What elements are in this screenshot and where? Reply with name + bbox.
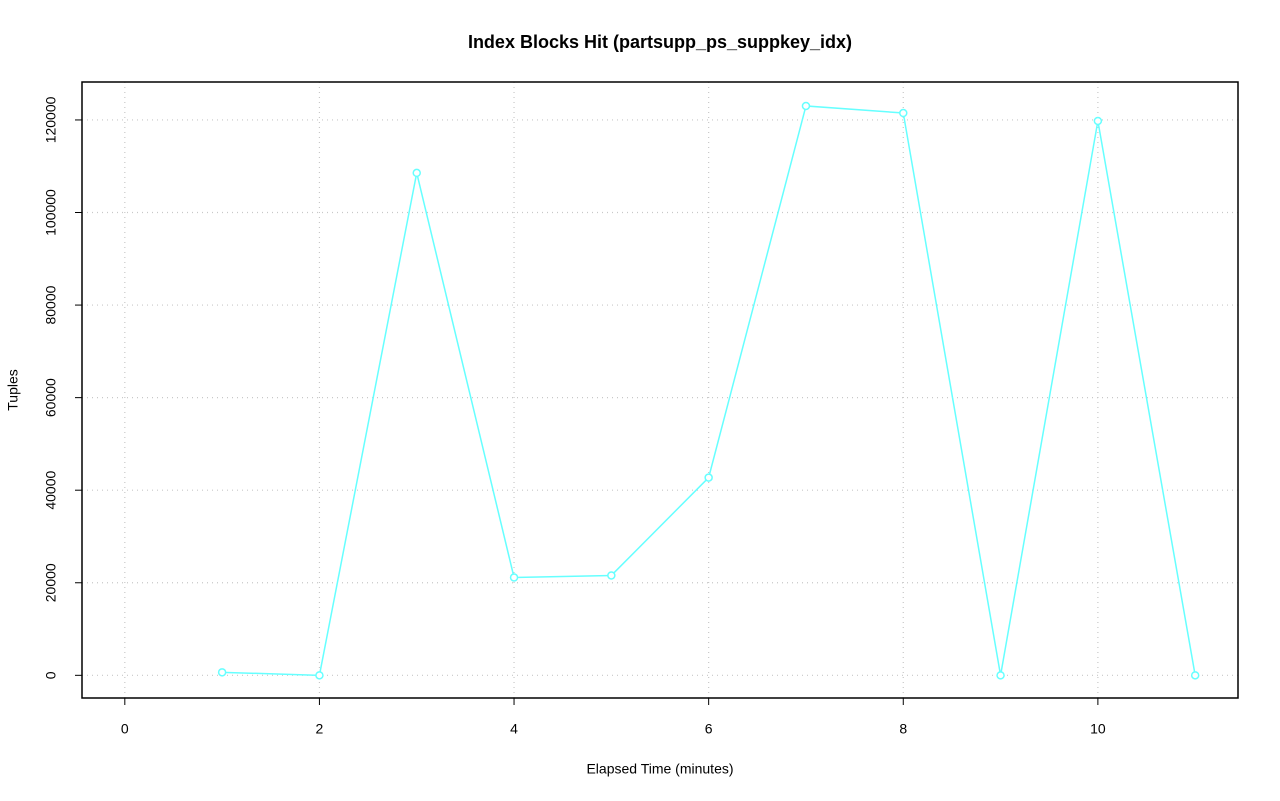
chart-title: Index Blocks Hit (partsupp_ps_suppkey_id… [468, 32, 852, 52]
data-line [222, 105, 1196, 677]
data-point [704, 473, 713, 482]
y-tick-label: 80000 [43, 285, 59, 324]
y-axis-label: Tuples [5, 369, 21, 411]
data-point [607, 571, 616, 580]
x-axis-label: Elapsed Time (minutes) [586, 761, 733, 777]
data-point [996, 671, 1005, 680]
data-point [217, 668, 227, 677]
data-point [801, 101, 811, 111]
data-point [1190, 671, 1200, 680]
data-point [509, 573, 519, 582]
x-tick-label: 4 [510, 721, 518, 737]
x-tick-label: 0 [121, 721, 129, 737]
x-tick-label: 6 [705, 721, 713, 737]
x-tick-label: 2 [316, 721, 324, 737]
data-point [899, 108, 908, 118]
data-point [412, 168, 421, 178]
y-tick-label: 0 [43, 671, 59, 679]
x-tick-label: 8 [899, 721, 907, 737]
plot-frame [81, 81, 1239, 699]
y-tick-label: 60000 [43, 378, 59, 417]
y-tick-label: 100000 [43, 189, 59, 236]
data-point [315, 671, 324, 680]
x-tick-label: 10 [1090, 721, 1106, 737]
y-tick-label: 40000 [43, 471, 59, 510]
y-tick-label: 20000 [43, 563, 59, 602]
y-tick-label: 120000 [43, 96, 59, 143]
data-point [1093, 116, 1103, 126]
